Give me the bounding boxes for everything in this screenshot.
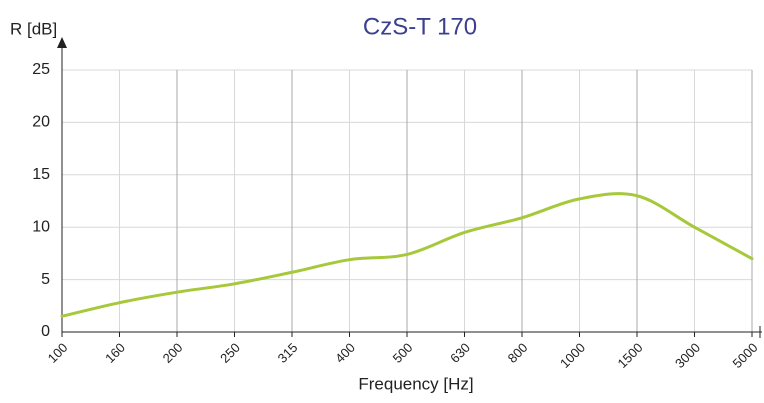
chart-title: CzS-T 170 (363, 13, 477, 40)
y-tick-label: 25 (32, 61, 50, 78)
y-tick-label: 5 (41, 271, 50, 288)
x-tick-label: 5000 (729, 340, 760, 371)
y-tick-label: 20 (32, 114, 50, 131)
y-tick-label: 15 (32, 166, 50, 183)
x-tick-label: 200 (160, 340, 186, 366)
x-tick-label: 3000 (672, 340, 703, 371)
x-axis-label: Frequency [Hz] (358, 374, 473, 393)
x-tick-label: 1000 (557, 340, 588, 371)
y-tick-label: 10 (32, 218, 50, 235)
x-tick-label: 160 (102, 340, 128, 366)
x-tick-label: 315 (275, 340, 301, 366)
x-tick-label: 500 (390, 340, 416, 366)
y-axis-arrow (57, 37, 67, 48)
x-tick-label: 400 (332, 340, 358, 366)
data-line (60, 192, 754, 318)
x-tick-label: 250 (217, 340, 243, 366)
y-axis-label: R [dB] (10, 19, 57, 38)
x-tick-label: 100 (45, 340, 71, 366)
x-tick-label: 630 (447, 340, 473, 366)
y-tick-label: 0 (41, 323, 50, 340)
x-tick-label: 800 (505, 340, 531, 366)
x-tick-label: 1500 (614, 340, 645, 371)
